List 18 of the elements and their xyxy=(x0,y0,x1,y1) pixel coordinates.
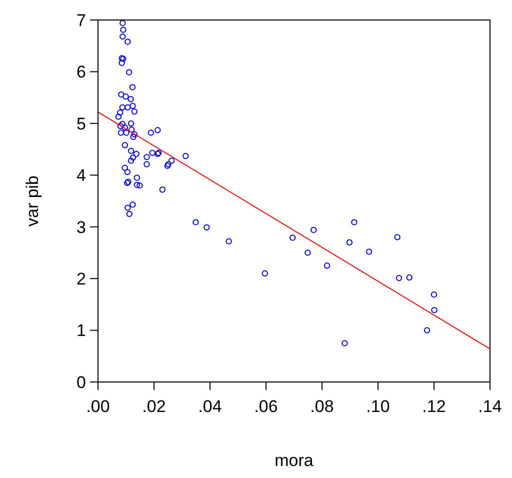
y-tick-label: 3 xyxy=(76,218,86,237)
x-tick-label: .08 xyxy=(310,397,334,416)
y-tick-label: 6 xyxy=(76,62,86,82)
x-tick-label: .06 xyxy=(254,397,278,416)
x-tick-label: .00 xyxy=(86,397,110,416)
y-tick-label: 7 xyxy=(76,10,86,30)
y-tick-label: 1 xyxy=(76,321,86,340)
y-axis-title: var pib xyxy=(23,175,42,227)
y-tick-label: 2 xyxy=(76,270,86,289)
x-tick-label: .14 xyxy=(478,397,502,416)
x-tick-label: .02 xyxy=(142,397,166,416)
x-axis-title: mora xyxy=(274,451,314,470)
x-tick-label: .10 xyxy=(366,397,390,416)
x-tick-label: .04 xyxy=(198,397,222,416)
x-tick-label: .12 xyxy=(422,397,446,416)
y-tick-label: 4 xyxy=(76,166,86,186)
y-tick-label: 5 xyxy=(76,114,86,134)
y-tick-label: 0 xyxy=(76,372,86,392)
